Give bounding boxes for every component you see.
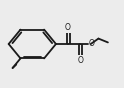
- Text: O: O: [89, 40, 94, 48]
- Text: O: O: [65, 23, 71, 32]
- Text: O: O: [77, 56, 83, 65]
